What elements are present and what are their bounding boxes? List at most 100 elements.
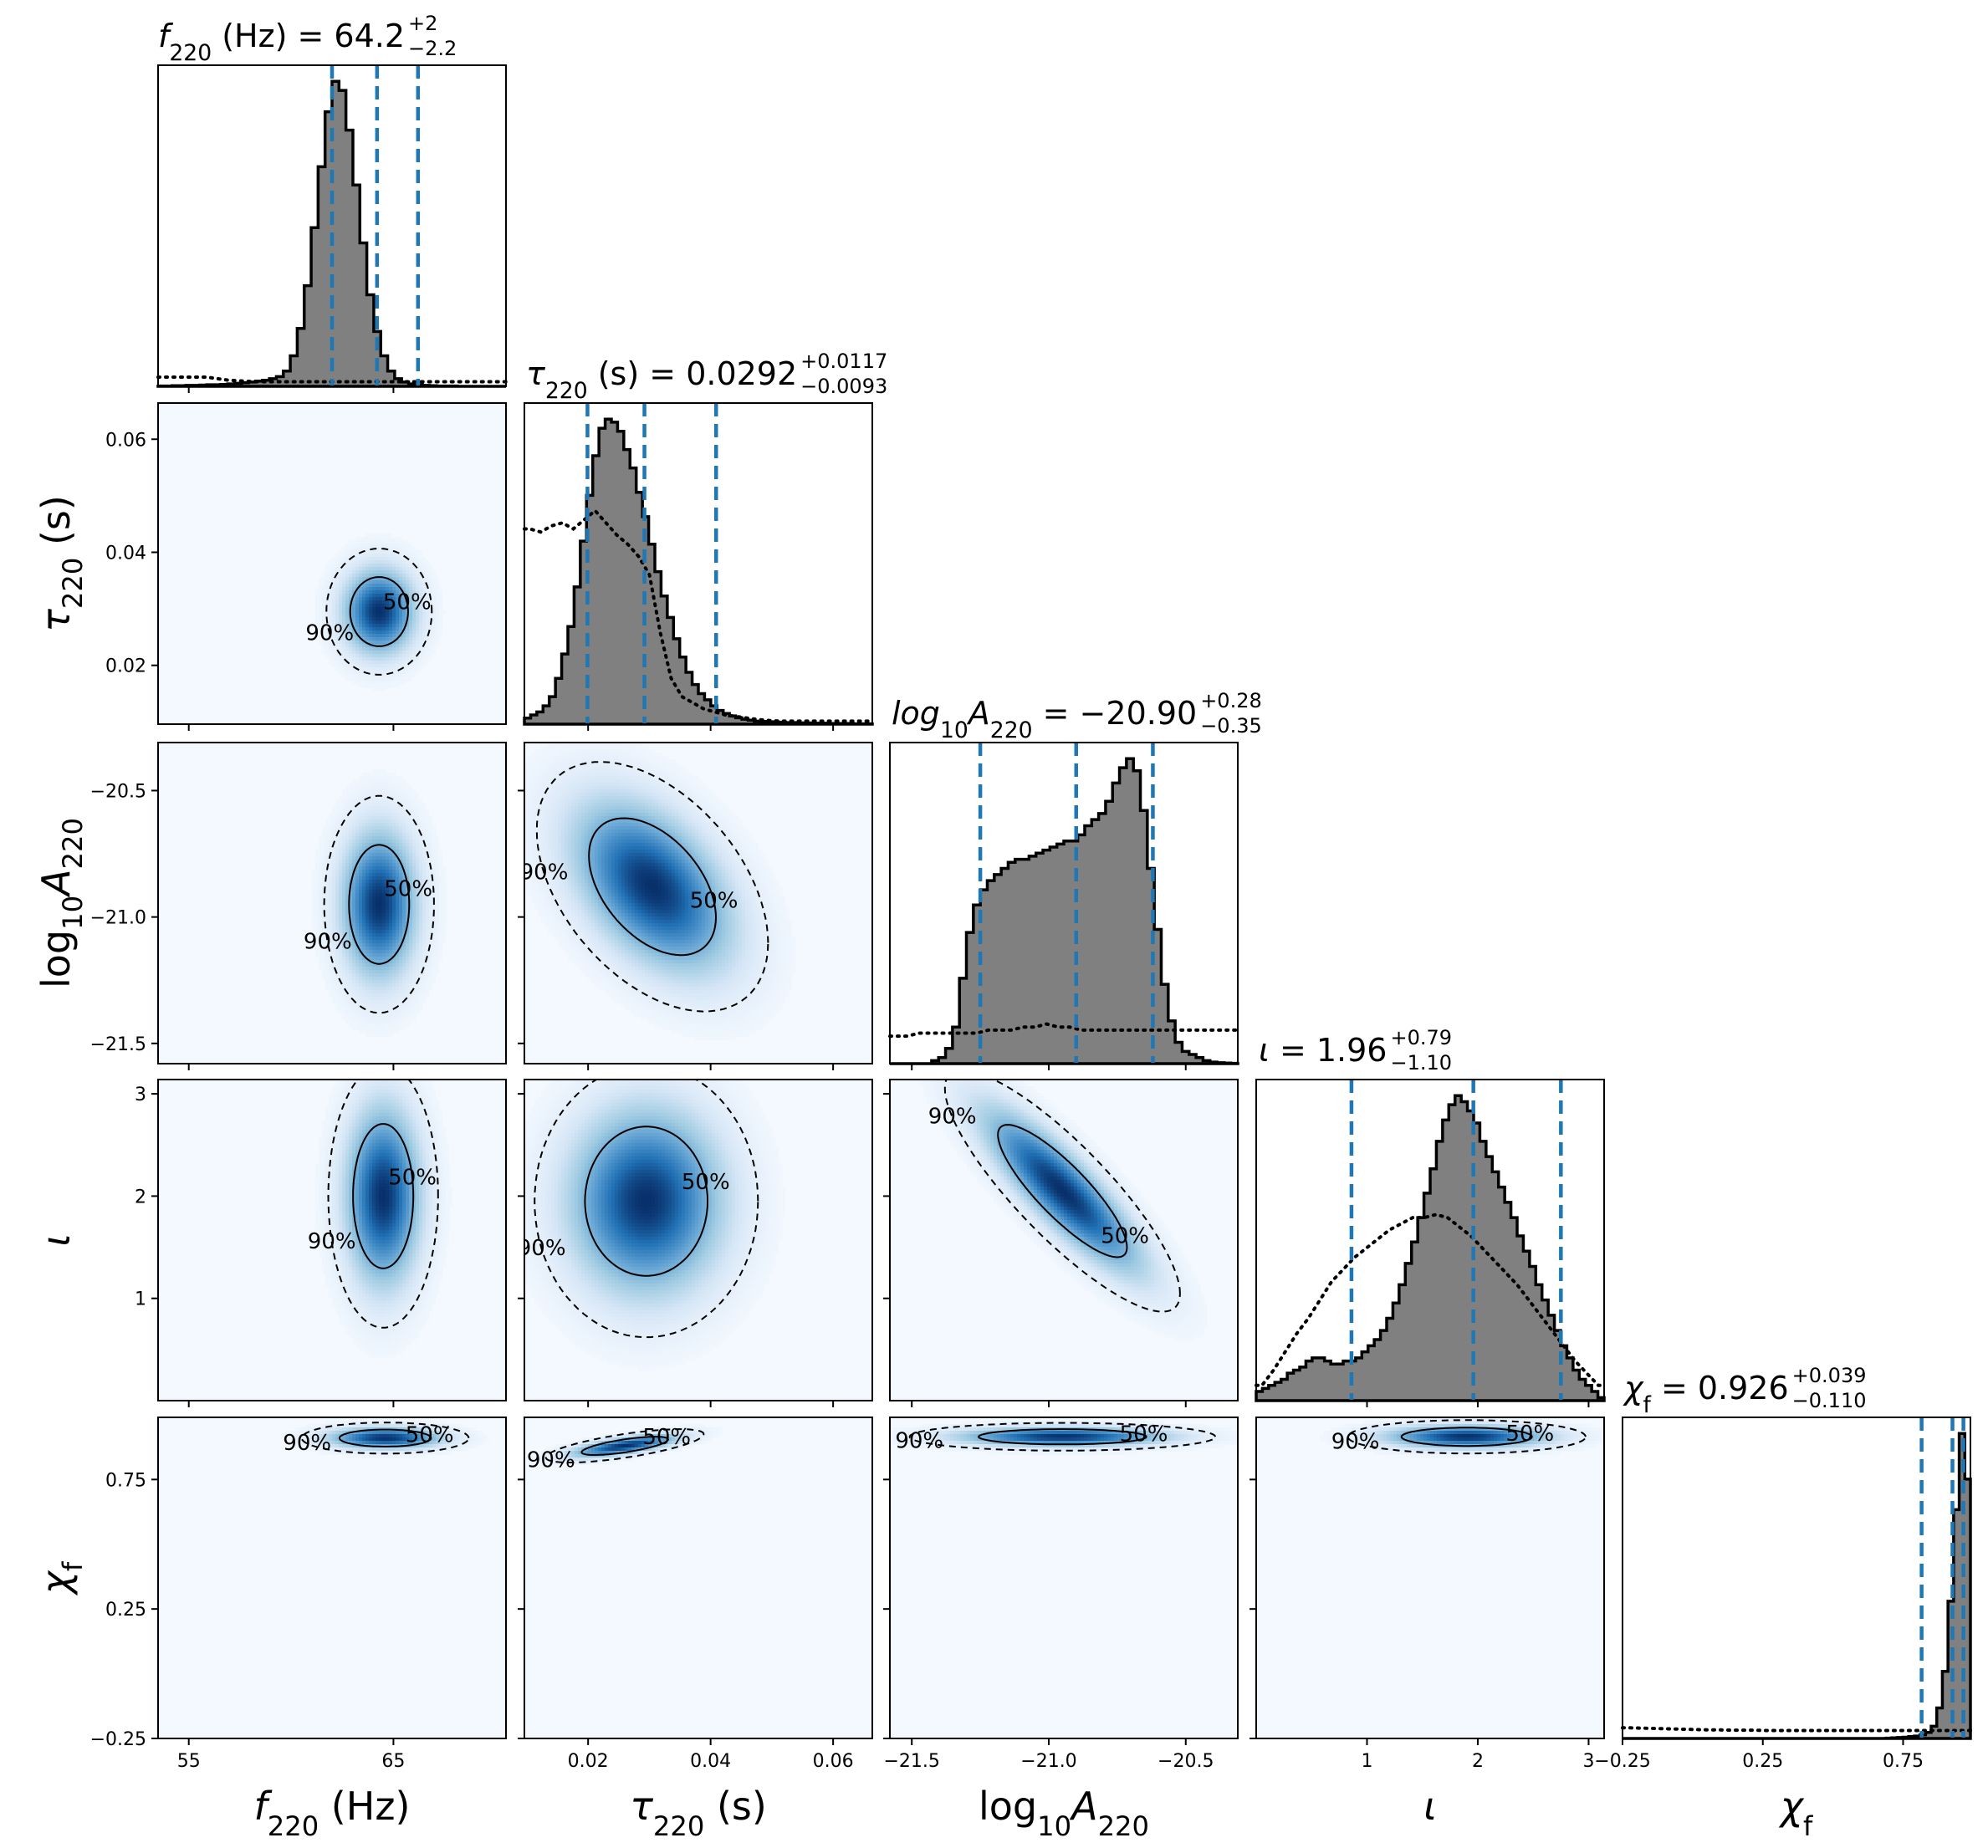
- density-cell: [332, 967, 336, 971]
- density-cell: [339, 1086, 343, 1090]
- density-cell: [369, 883, 373, 887]
- density-cell: [382, 977, 386, 981]
- density-cell: [429, 570, 433, 574]
- contour-90-f220-logA220: [323, 794, 435, 1014]
- density-cell: [416, 826, 420, 830]
- density-cell: [392, 779, 396, 784]
- density-cell: [412, 614, 417, 618]
- density-cell: [376, 930, 380, 934]
- density-cell: [389, 990, 393, 994]
- density-cell: [436, 883, 440, 887]
- density-cell: [352, 1130, 356, 1134]
- density-cell: [342, 937, 346, 941]
- density-cell: [422, 1080, 427, 1084]
- density-cell: [376, 1096, 380, 1100]
- density-cell: [396, 537, 400, 541]
- density-cell: [436, 853, 440, 857]
- density-cell: [369, 987, 373, 991]
- density-cell: [402, 987, 406, 991]
- density-cell: [409, 927, 413, 931]
- density-cell: [396, 983, 400, 988]
- density-cell: [359, 620, 363, 625]
- density-cell: [342, 654, 346, 658]
- density-cell: [362, 1110, 366, 1114]
- density-cell: [379, 876, 383, 881]
- density-cell: [379, 580, 383, 585]
- density-cell: [365, 580, 370, 585]
- density-cell: [376, 610, 380, 615]
- density-cell: [332, 617, 336, 621]
- density-cell: [329, 574, 333, 578]
- density-cell: [386, 873, 390, 877]
- density-cell: [422, 604, 427, 608]
- density-cell: [409, 987, 413, 991]
- density-cell: [345, 671, 350, 675]
- density-cell: [355, 610, 360, 615]
- density-cell: [325, 947, 330, 951]
- density-cell: [359, 937, 363, 941]
- density-cell: [406, 830, 410, 834]
- density-cell: [436, 937, 440, 941]
- density-cell: [386, 990, 390, 994]
- density-cell: [369, 906, 373, 911]
- density-cell: [376, 826, 380, 830]
- density-cell: [412, 550, 417, 554]
- density-cell: [409, 970, 413, 974]
- density-cell: [402, 913, 406, 917]
- density-cell: [322, 830, 326, 834]
- density-cell: [406, 786, 410, 790]
- density-cell: [389, 681, 393, 685]
- density-cell: [422, 823, 427, 827]
- density-cell: [436, 950, 440, 954]
- density-cell: [399, 677, 403, 682]
- density-cell: [386, 1003, 390, 1008]
- density-cell: [335, 816, 340, 820]
- density-cell: [432, 927, 437, 931]
- density-cell: [329, 863, 333, 867]
- density-cell: [402, 587, 406, 591]
- density-cell: [362, 1113, 366, 1117]
- density-cell: [389, 1093, 393, 1097]
- density-cell: [319, 863, 323, 867]
- density-cell: [372, 533, 376, 538]
- density-cell: [342, 789, 346, 794]
- density-cell: [392, 1130, 396, 1134]
- density-cell: [399, 1086, 403, 1090]
- density-cell: [365, 967, 370, 971]
- density-cell: [362, 920, 366, 924]
- density-cell: [382, 880, 386, 884]
- density-cell: [412, 836, 417, 840]
- density-cell: [379, 590, 383, 595]
- density-cell: [355, 997, 360, 1001]
- density-cell: [389, 1007, 393, 1011]
- density-cell: [396, 860, 400, 864]
- density-cell: [345, 1013, 350, 1018]
- density-cell: [322, 927, 326, 931]
- density-cell: [382, 900, 386, 904]
- density-cell: [436, 876, 440, 881]
- density-cell: [429, 1123, 433, 1127]
- density-cell: [412, 893, 417, 897]
- density-cell: [352, 987, 356, 991]
- density-cell: [376, 993, 380, 998]
- density-cell: [412, 671, 417, 675]
- density-cell: [416, 903, 420, 907]
- density-cell: [359, 1080, 363, 1084]
- density-cell: [359, 1106, 363, 1110]
- density-cell: [442, 870, 447, 874]
- density-cell: [362, 856, 366, 860]
- density-cell: [382, 913, 386, 917]
- density-cell: [402, 786, 406, 790]
- density-cell: [345, 597, 350, 601]
- density-cell: [362, 850, 366, 854]
- density-cell: [339, 886, 343, 891]
- density-cell: [332, 826, 336, 830]
- density-cell: [419, 664, 423, 668]
- density-cell: [392, 967, 396, 971]
- density-cell: [352, 816, 356, 820]
- density-cell: [412, 657, 417, 661]
- density-cell: [359, 1143, 363, 1147]
- density-cell: [429, 654, 433, 658]
- density-cell: [339, 843, 343, 847]
- density-cell: [342, 953, 346, 957]
